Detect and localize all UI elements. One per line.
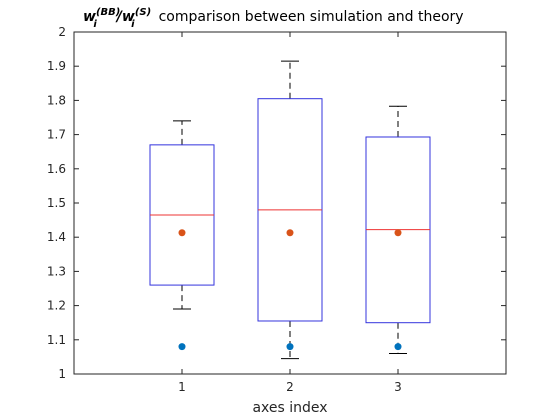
- y-tick-label: 1.3: [47, 264, 66, 278]
- blue-marker-1: [178, 343, 186, 351]
- x-axis-label: axes index: [252, 400, 327, 416]
- title-slash: /: [115, 9, 124, 25]
- title-numerator-sub: i: [93, 19, 97, 30]
- x-tick-label: 2: [286, 380, 294, 394]
- y-tick-label: 1.8: [47, 93, 66, 107]
- chart-title: w(BB) i/w(S) i comparison between simulatio…: [83, 7, 464, 30]
- y-tick-label: 1.1: [47, 333, 66, 347]
- title-denominator-sub: i: [131, 19, 135, 30]
- boxes-layer: [149, 60, 431, 360]
- orange-marker-2: [286, 229, 294, 237]
- title-denominator-base: w: [122, 9, 135, 25]
- markers-layer: [178, 229, 402, 351]
- orange-marker-1: [178, 229, 186, 237]
- y-tick-label: 1.6: [47, 162, 66, 176]
- title-numerator-base: w: [83, 9, 96, 25]
- box-group-2: [257, 60, 323, 360]
- y-tick-label: 1: [58, 367, 66, 381]
- y-axis: 1 1.1 1.2 1.3 1.4 1.5 1.6 1.7 1.8 1.9 2: [47, 25, 506, 381]
- x-tick-label: 1: [178, 380, 186, 394]
- x-tick-label: 3: [394, 380, 402, 394]
- title-numerator-sup: (BB): [96, 7, 120, 18]
- box-group-1: [149, 120, 215, 310]
- y-tick-label: 1.4: [47, 230, 66, 244]
- y-tick-label: 1.9: [47, 59, 66, 73]
- blue-marker-3: [394, 343, 402, 351]
- y-tick-label: 1.2: [47, 299, 66, 313]
- y-tick-label: 1.5: [47, 196, 66, 210]
- blue-marker-2: [286, 343, 294, 351]
- y-tick-label: 2: [58, 25, 66, 39]
- x-axis: 1 2 3: [178, 32, 402, 394]
- y-tick-label: 1.7: [47, 128, 66, 142]
- title-denominator-sup: (S): [135, 7, 151, 18]
- orange-marker-3: [394, 229, 402, 237]
- title-rest: comparison between simulation and theory: [159, 9, 464, 25]
- plot-area: [73, 31, 507, 375]
- box-group-3: [365, 105, 431, 354]
